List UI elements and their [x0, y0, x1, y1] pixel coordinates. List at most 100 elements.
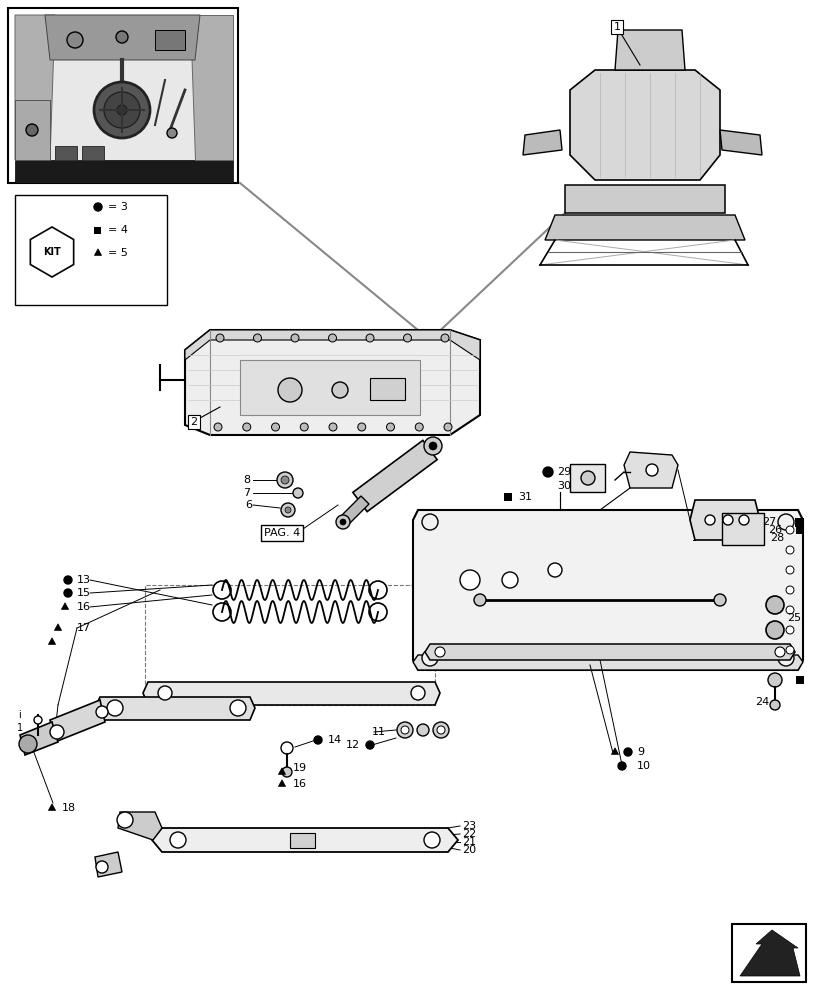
Circle shape [417, 724, 428, 736]
Text: PAG. 4: PAG. 4 [264, 528, 300, 538]
Polygon shape [118, 812, 162, 840]
Circle shape [253, 334, 261, 342]
Text: i: i [19, 710, 21, 720]
Polygon shape [50, 700, 105, 742]
Circle shape [115, 31, 128, 43]
Circle shape [281, 476, 288, 484]
Text: 20: 20 [461, 845, 476, 855]
Polygon shape [48, 638, 56, 644]
Bar [82, 146, 104, 160]
Polygon shape [719, 130, 761, 155]
Polygon shape [545, 215, 744, 240]
Text: KIT: KIT [43, 247, 61, 257]
Bar [569, 464, 604, 492]
Circle shape [722, 515, 732, 525]
Bar [795, 526, 803, 534]
Circle shape [423, 832, 440, 848]
Circle shape [285, 507, 291, 513]
Polygon shape [611, 748, 618, 754]
Bar [155, 30, 185, 50]
Polygon shape [95, 852, 122, 877]
Text: 23: 23 [461, 821, 476, 831]
Circle shape [473, 594, 486, 606]
Text: 8: 8 [242, 475, 250, 485]
Circle shape [422, 514, 437, 530]
Text: 27: 27 [761, 517, 776, 527]
Text: 16: 16 [292, 779, 306, 789]
Circle shape [785, 546, 793, 554]
Circle shape [396, 722, 413, 738]
Circle shape [67, 32, 83, 48]
Circle shape [386, 423, 394, 431]
Circle shape [403, 334, 411, 342]
Polygon shape [54, 624, 61, 630]
Circle shape [623, 748, 631, 756]
Text: 24: 24 [754, 697, 768, 707]
Circle shape [400, 726, 409, 734]
Circle shape [369, 603, 387, 621]
Circle shape [414, 423, 423, 431]
Circle shape [158, 686, 172, 700]
Polygon shape [413, 655, 802, 670]
Circle shape [96, 861, 108, 873]
Circle shape [581, 471, 595, 485]
Circle shape [738, 515, 748, 525]
Text: 2: 2 [190, 417, 197, 427]
Circle shape [357, 423, 365, 431]
Circle shape [547, 563, 561, 577]
Circle shape [271, 423, 279, 431]
Circle shape [106, 700, 123, 716]
Circle shape [50, 725, 64, 739]
Text: 13: 13 [77, 575, 91, 585]
Polygon shape [424, 644, 794, 660]
Circle shape [282, 767, 292, 777]
Circle shape [443, 423, 451, 431]
Text: = 4: = 4 [108, 225, 128, 235]
Circle shape [213, 603, 231, 621]
Circle shape [278, 378, 301, 402]
Circle shape [645, 464, 657, 476]
Text: 30: 30 [556, 481, 570, 491]
Polygon shape [61, 603, 69, 609]
Polygon shape [352, 440, 437, 512]
Circle shape [713, 594, 725, 606]
Circle shape [277, 472, 292, 488]
Text: 19: 19 [292, 763, 307, 773]
Circle shape [328, 423, 337, 431]
Circle shape [242, 423, 251, 431]
Text: 12: 12 [346, 740, 360, 750]
Circle shape [170, 832, 186, 848]
Polygon shape [614, 30, 684, 70]
Text: 21: 21 [461, 837, 476, 847]
Bar [94, 227, 102, 233]
Polygon shape [739, 930, 799, 976]
Text: 28: 28 [769, 533, 783, 543]
Circle shape [785, 586, 793, 594]
Circle shape [410, 686, 424, 700]
Circle shape [432, 722, 449, 738]
Circle shape [94, 203, 102, 211]
Circle shape [437, 726, 445, 734]
Circle shape [300, 423, 308, 431]
Circle shape [340, 519, 346, 525]
Circle shape [618, 762, 625, 770]
Circle shape [34, 716, 42, 724]
Polygon shape [523, 130, 561, 155]
Bar [8, 8, 238, 183]
Polygon shape [94, 249, 102, 255]
Circle shape [369, 581, 387, 599]
Text: 15: 15 [77, 588, 91, 598]
Circle shape [117, 105, 127, 115]
Circle shape [428, 442, 437, 450]
Polygon shape [48, 804, 56, 810]
Text: 10: 10 [636, 761, 650, 771]
Bar [55, 146, 77, 160]
Text: 31: 31 [518, 492, 532, 502]
Polygon shape [95, 697, 255, 720]
Polygon shape [15, 160, 233, 183]
Circle shape [292, 488, 303, 498]
Circle shape [19, 735, 37, 753]
Bar [290, 833, 314, 848]
Bar [369, 378, 405, 400]
Text: 17: 17 [77, 623, 91, 633]
